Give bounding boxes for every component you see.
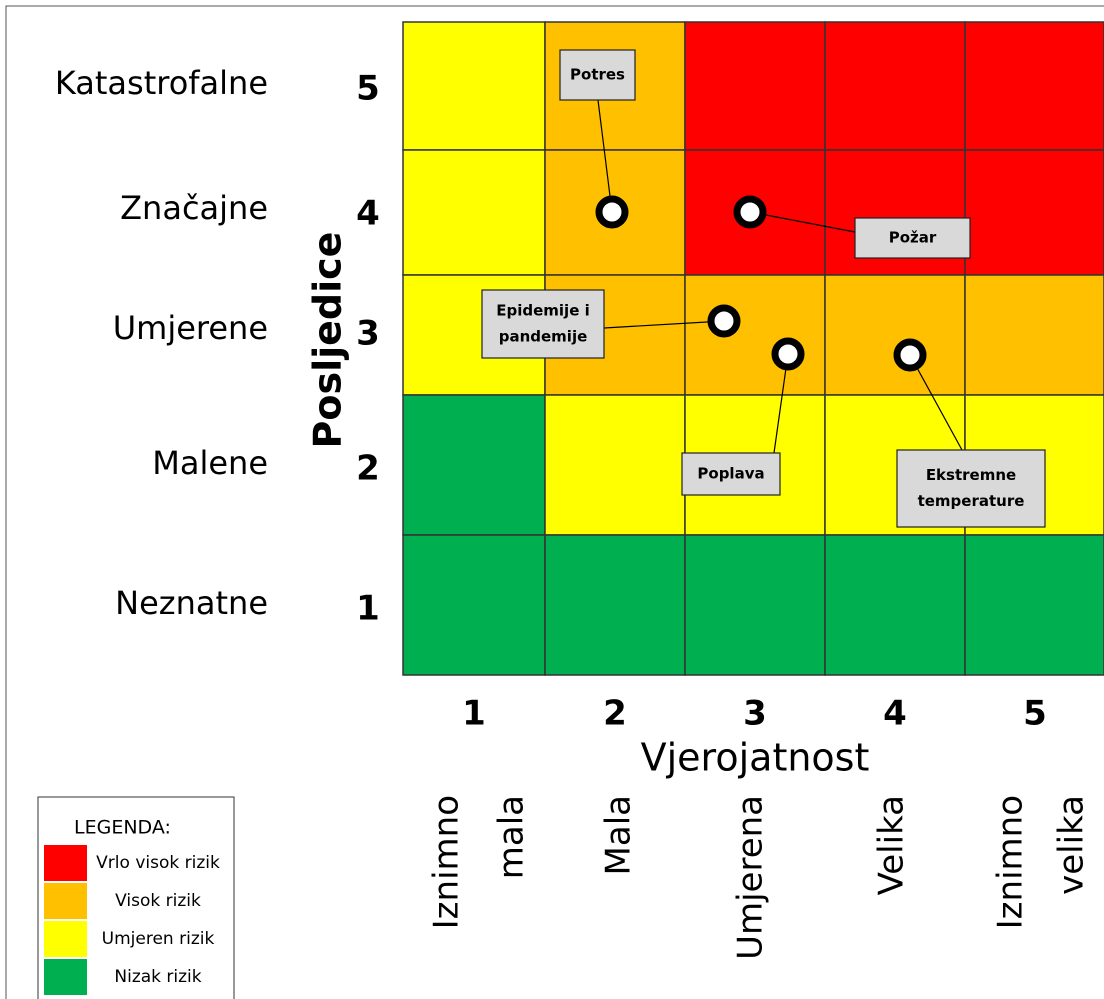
risk-label: Poplava — [697, 465, 764, 483]
risk-label: Epidemije i — [496, 302, 590, 320]
matrix-cell — [684, 21, 826, 151]
risk-label: pandemije — [499, 328, 588, 346]
risk-label-box — [896, 449, 1046, 528]
legend-label: Visok rizik — [115, 891, 201, 911]
consequence-number: 2 — [356, 449, 380, 489]
matrix-cell — [684, 534, 826, 676]
consequence-number: 5 — [356, 69, 380, 109]
risk-label: Požar — [889, 229, 937, 247]
matrix-cell — [402, 394, 546, 536]
matrix-cell — [824, 274, 966, 396]
consequence-name: Katastrofalne — [55, 64, 268, 102]
risk-label-box — [559, 49, 636, 101]
consequence-name: Umjerene — [113, 309, 268, 347]
legend-title: LEGENDA: — [74, 817, 171, 839]
likelihood-name: velika — [1052, 795, 1092, 895]
likelihood-name: Umjerena — [731, 795, 771, 960]
legend-swatch — [44, 845, 87, 881]
consequence-name: Neznatne — [115, 584, 268, 622]
risk-label: Ekstremne — [926, 466, 1016, 484]
consequence-name: Malene — [152, 444, 268, 482]
risk-label-box — [854, 217, 971, 259]
consequence-number: 3 — [356, 314, 380, 354]
likelihood-name: Iznimno — [991, 795, 1031, 929]
matrix-cell — [824, 534, 966, 676]
likelihood-name: Velika — [872, 795, 912, 895]
legend-swatch — [44, 921, 87, 957]
risk-point — [893, 338, 927, 372]
leader-line — [597, 99, 613, 213]
risk-label-box — [681, 452, 781, 496]
likelihood-name: Mala — [599, 795, 639, 875]
risk-label-box — [481, 289, 605, 359]
leader-line — [773, 353, 789, 454]
x-axis-title: Vjerojatnost — [641, 736, 870, 780]
consequence-number: 1 — [356, 589, 380, 629]
legend-label: Nizak rizik — [114, 967, 201, 987]
frame — [5, 5, 1104, 999]
matrix-cell — [964, 149, 1104, 276]
legend-swatch — [44, 883, 87, 919]
likelihood-number: 2 — [603, 694, 627, 734]
matrix-cell — [402, 21, 546, 151]
matrix-cell — [684, 274, 826, 396]
likelihood-name: mala — [492, 795, 532, 879]
risk-point — [707, 304, 741, 338]
matrix-cell — [824, 21, 966, 151]
matrix-cell — [544, 534, 686, 676]
y-axis-title: Posljedice — [306, 232, 350, 449]
matrix-cell — [402, 534, 546, 676]
matrix-cell — [544, 394, 686, 536]
likelihood-number: 5 — [1023, 694, 1047, 734]
legend-swatch — [44, 959, 87, 995]
leader-line — [749, 211, 856, 233]
legend-label: Vrlo visok rizik — [96, 853, 220, 873]
matrix-cell — [964, 21, 1104, 151]
risk-point — [771, 337, 805, 371]
likelihood-number: 4 — [883, 694, 907, 734]
matrix-cell — [964, 274, 1104, 396]
likelihood-name: Iznimno — [427, 795, 467, 929]
risk-label: Potres — [570, 66, 625, 84]
risk-point — [733, 195, 767, 229]
matrix-cell — [402, 149, 546, 276]
leader-line — [909, 354, 963, 451]
risk-point — [595, 195, 629, 229]
matrix-cell — [964, 534, 1104, 676]
likelihood-number: 1 — [462, 694, 486, 734]
likelihood-number: 3 — [743, 694, 767, 734]
legend-label: Umjeren rizik — [102, 929, 215, 949]
consequence-number: 4 — [356, 194, 380, 234]
leader-line — [603, 320, 725, 329]
risk-label: temperature — [918, 492, 1025, 510]
consequence-name: Značajne — [120, 189, 268, 227]
